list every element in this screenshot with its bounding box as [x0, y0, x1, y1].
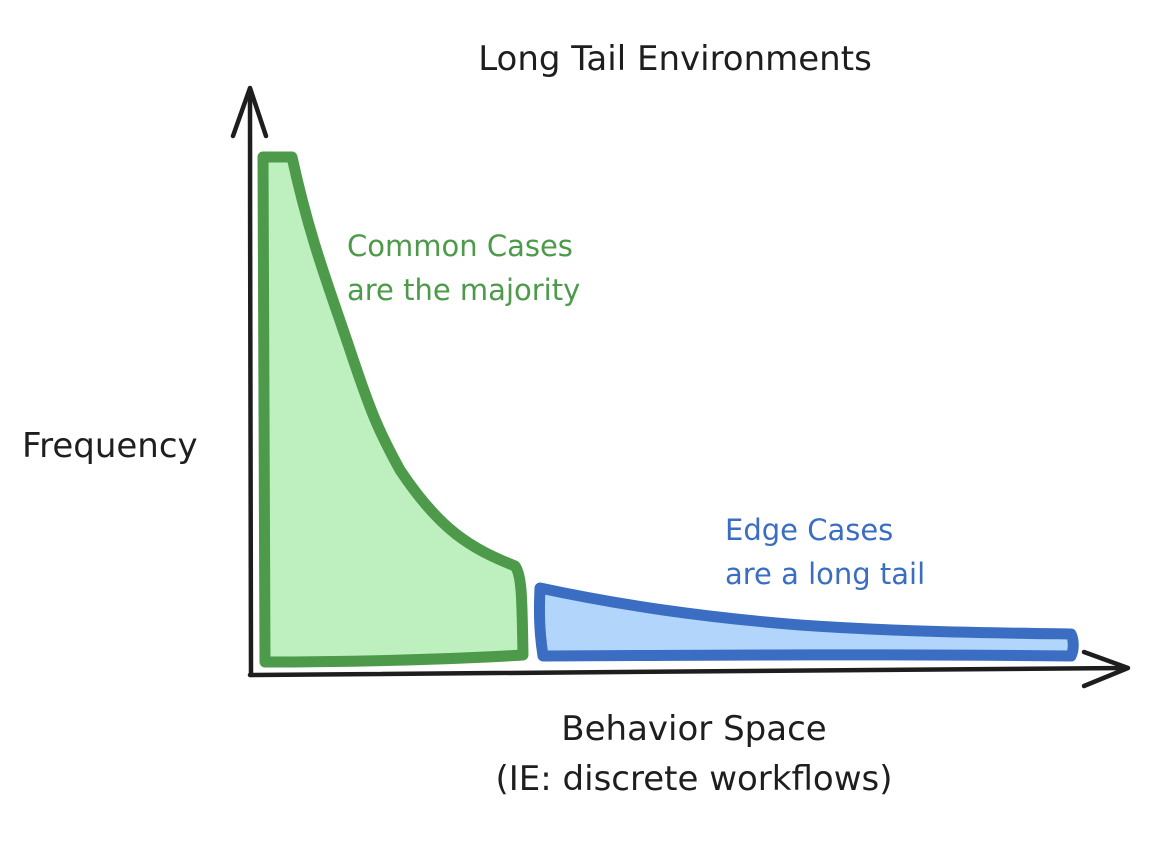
- y-axis: [230, 85, 269, 678]
- y-axis-line: [247, 92, 254, 678]
- common-cases-line2: are the majority: [347, 273, 580, 307]
- edge-cases-line2: are a long tail: [725, 557, 925, 591]
- common-cases-line1: Common Cases: [347, 229, 573, 263]
- diagram-title: Long Tail Environments: [478, 39, 872, 79]
- x-axis-sublabel: (IE: discrete workflows): [496, 759, 893, 799]
- x-axis-line: [247, 665, 1129, 678]
- y-axis-label: Frequency: [22, 426, 198, 466]
- x-axis-arrowhead: [1081, 649, 1131, 689]
- edge-cases-annotation: Edge Cases are a long tail: [725, 513, 925, 591]
- common-cases-annotation: Common Cases are the majority: [347, 229, 580, 307]
- y-axis-arrowhead: [230, 85, 269, 139]
- x-axis: [247, 649, 1131, 689]
- edge-cases-region: [533, 582, 1079, 662]
- x-axis-label: Behavior Space: [561, 709, 826, 749]
- edge-cases-line1: Edge Cases: [725, 513, 893, 547]
- common-cases-region: [257, 151, 529, 668]
